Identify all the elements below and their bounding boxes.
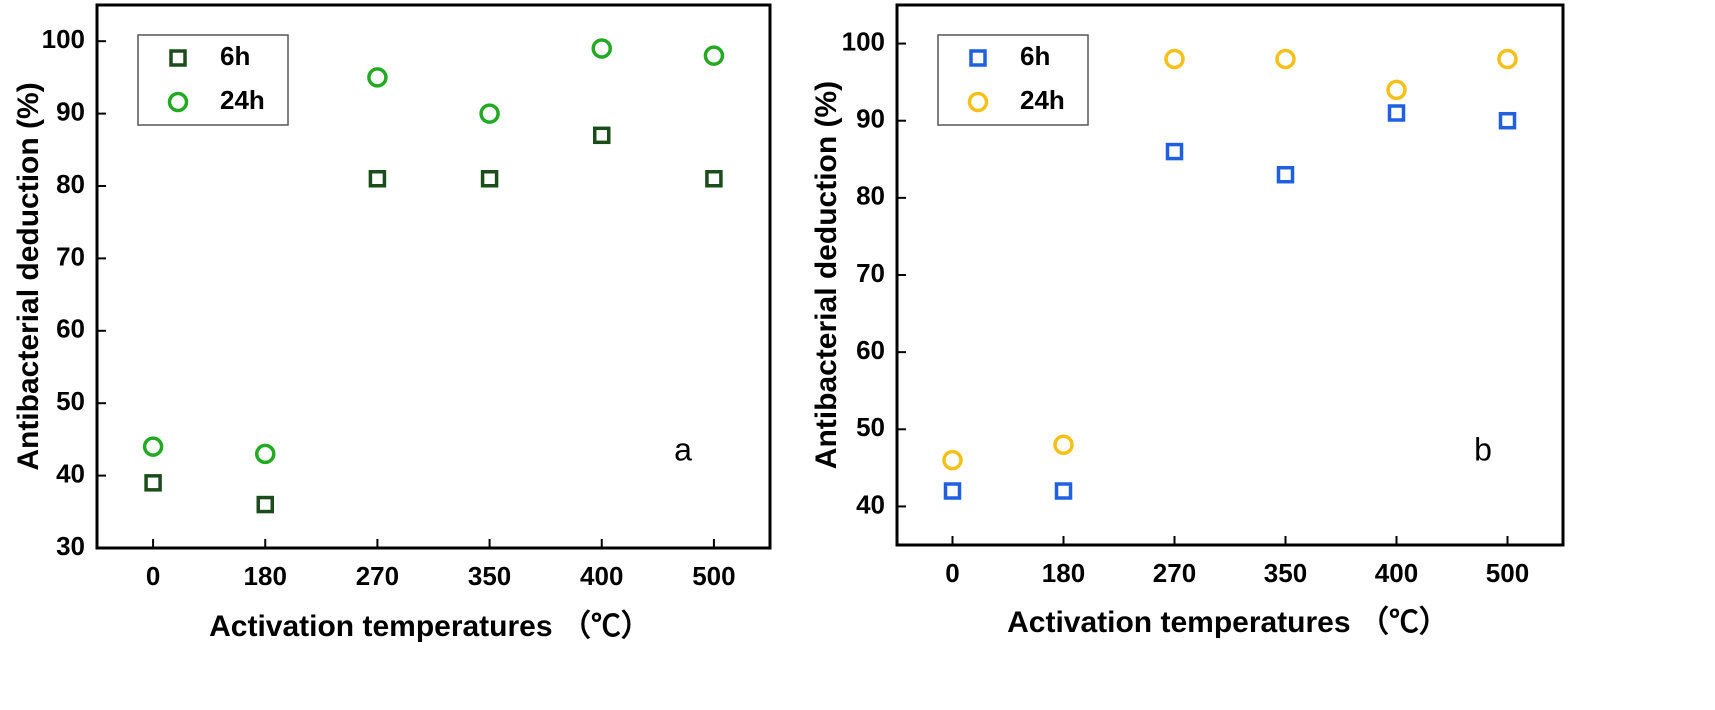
marker xyxy=(593,126,611,145)
y-tick-label: 40 xyxy=(856,489,885,519)
marker xyxy=(1497,48,1518,70)
y-tick-label: 80 xyxy=(856,181,885,211)
plot-frame xyxy=(895,3,1565,547)
y-tick-label: 50 xyxy=(856,412,885,442)
marker xyxy=(943,482,962,500)
marker xyxy=(142,436,164,457)
legend-box xyxy=(137,34,289,126)
x-tick-label: 350 xyxy=(1264,558,1307,588)
marker xyxy=(703,45,725,66)
marker xyxy=(167,91,189,113)
marker xyxy=(144,474,162,492)
marker xyxy=(1054,482,1073,500)
x-tick-label: 180 xyxy=(1042,558,1085,588)
legend-label: 6h xyxy=(1020,41,1050,71)
marker xyxy=(479,103,500,124)
marker xyxy=(367,67,388,88)
x-tick-label: 180 xyxy=(244,561,287,591)
y-tick-label: 70 xyxy=(856,258,885,288)
marker xyxy=(256,495,274,514)
y-axis-title: Antibacterial deduction (%) xyxy=(810,81,843,469)
x-tick-label: 400 xyxy=(580,561,623,591)
x-tick-label: 0 xyxy=(146,561,160,591)
chart-panel: 40 50 60 70 80 90 100 0 180 270 350 400 500 Antibacte… xyxy=(810,3,1565,639)
legend-label: 24h xyxy=(220,85,265,115)
marker xyxy=(969,49,987,67)
x-tick-label: 270 xyxy=(356,561,399,591)
y-tick-label: 100 xyxy=(42,24,85,54)
y-tick-label: 40 xyxy=(56,458,85,488)
x-axis-title: Activation temperatures （℃） xyxy=(1007,605,1449,639)
x-tick-label: 400 xyxy=(1375,558,1418,588)
marker xyxy=(1276,165,1295,184)
marker xyxy=(1165,142,1184,161)
marker xyxy=(1164,48,1185,70)
x-tick-label: 0 xyxy=(945,558,959,588)
chart-panel: 30 40 50 60 70 80 90 100 0 180 270 350 400 500 Antibac… xyxy=(12,3,772,643)
y-tick-label: 70 xyxy=(56,241,85,271)
marker xyxy=(1053,434,1074,455)
plot-frame xyxy=(95,3,772,550)
annotation: a xyxy=(674,431,692,467)
y-tick-label: 60 xyxy=(856,335,885,365)
marker xyxy=(1386,79,1407,101)
x-axis-title: Activation temperatures （℃） xyxy=(209,609,651,643)
y-tick-label: 100 xyxy=(842,26,885,56)
x-tick-label: 350 xyxy=(468,561,511,591)
x-tick-label: 500 xyxy=(692,561,735,591)
y-tick-label: 60 xyxy=(56,314,85,344)
legend-label: 6h xyxy=(220,41,250,71)
annotation: b xyxy=(1474,431,1492,467)
legend-label: 24h xyxy=(1020,85,1065,115)
x-tick-label: 500 xyxy=(1486,558,1529,588)
marker xyxy=(255,443,276,465)
y-tick-label: 90 xyxy=(56,96,85,126)
x-tick-label: 270 xyxy=(1153,558,1196,588)
marker xyxy=(169,49,187,67)
y-tick-label: 50 xyxy=(56,386,85,416)
y-tick-label: 30 xyxy=(56,531,85,561)
y-axis-title: Antibacterial deduction (%) xyxy=(12,82,45,470)
marker xyxy=(591,38,612,59)
marker xyxy=(1275,48,1296,70)
marker xyxy=(1498,111,1517,130)
y-tick-label: 90 xyxy=(856,104,885,134)
marker xyxy=(705,170,723,188)
y-tick-label: 80 xyxy=(56,169,85,199)
marker xyxy=(967,91,989,113)
marker xyxy=(942,449,963,471)
legend-box xyxy=(937,34,1089,126)
marker xyxy=(480,170,499,188)
marker xyxy=(368,170,387,188)
marker xyxy=(1387,104,1406,122)
